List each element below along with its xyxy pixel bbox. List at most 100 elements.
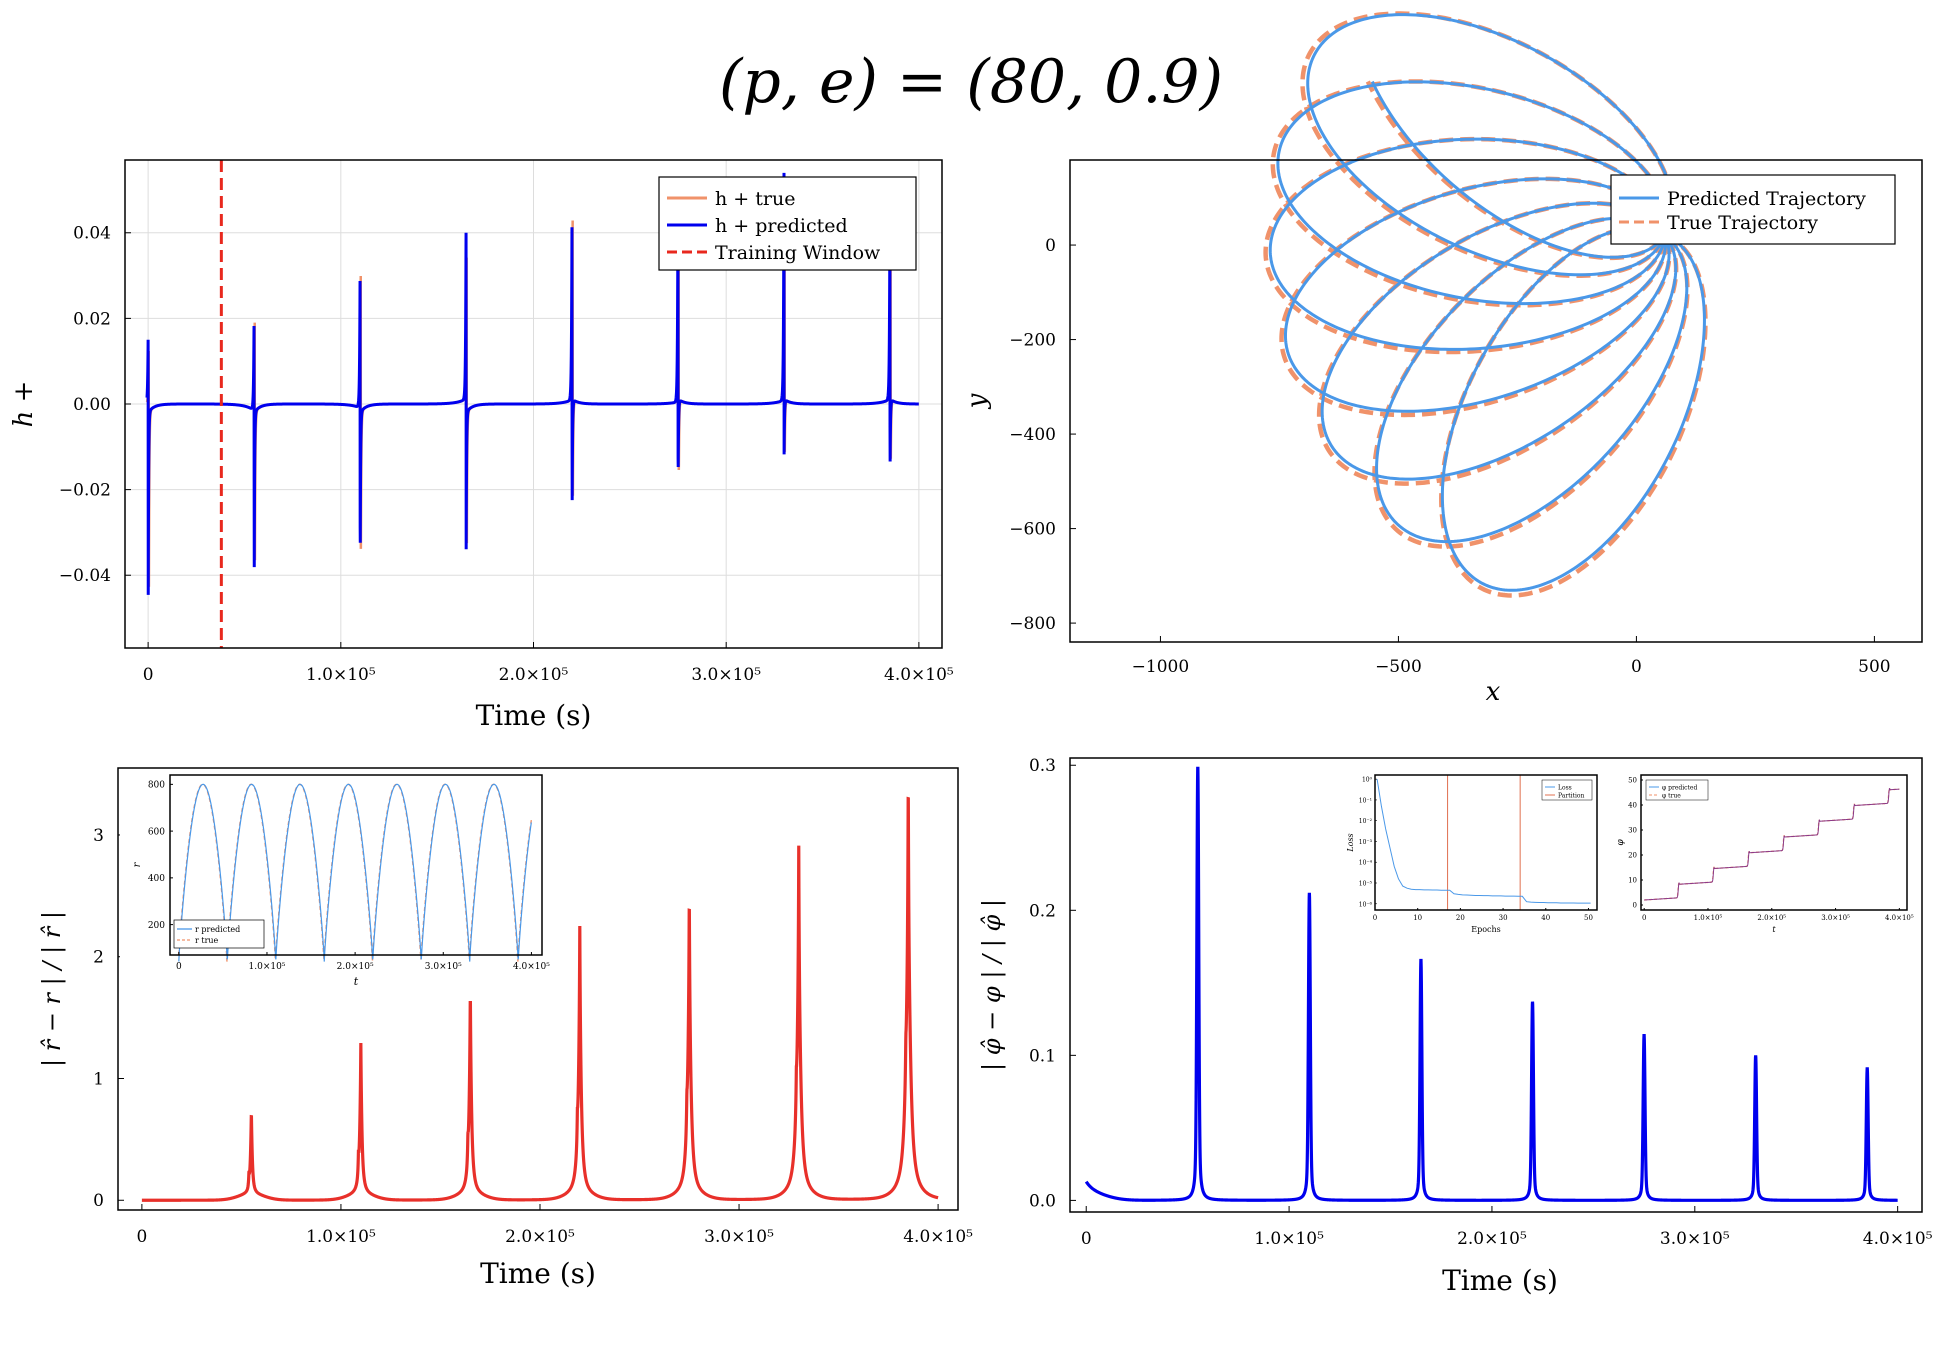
phi-error-xlabel: Time (s) (1442, 1264, 1558, 1297)
x-tick-label: 3.0×10⁵ (691, 665, 761, 685)
r-error-xlabel: Time (s) (480, 1257, 596, 1290)
x-tick-label: 4.0×10⁵ (903, 1227, 973, 1247)
trajectory-ylabel: y (962, 393, 992, 409)
x-tick-label: 0 (1373, 914, 1377, 922)
figure-title: (p, e) = (80, 0.9) (719, 47, 1223, 117)
r-inset-predicted-line (178, 783, 532, 962)
trajectory-legend-box (1610, 174, 1896, 245)
hplus-legend-label: Training Window (715, 242, 881, 264)
y-tick-label: 200 (148, 921, 165, 931)
phi-inset-xlabel: t (1772, 925, 1776, 934)
x-tick-label: 4.0×10⁵ (884, 665, 954, 685)
y-tick-label: 0.3 (1029, 756, 1056, 776)
x-tick-label: 1.0×10⁵ (249, 962, 286, 972)
trajectory-legend-label: True Trajectory (1667, 212, 1818, 234)
y-tick-label: −0.02 (59, 481, 111, 501)
y-tick-label: 600 (148, 827, 165, 837)
y-tick-label: 800 (148, 781, 165, 791)
x-tick-label: 0 (1642, 914, 1646, 922)
y-tick-label: 0.02 (73, 309, 111, 329)
x-tick-label: 0 (1631, 657, 1642, 677)
y-tick-label: 20 (1628, 851, 1637, 859)
y-tick-label: 0.0 (1029, 1191, 1056, 1211)
phi-legend-label: φ predicted (1662, 785, 1697, 792)
loss-line (1376, 779, 1591, 904)
r-error-ylabel: | r̂ − r | / | r̂ | (38, 911, 67, 1067)
x-tick-label: 4.0×10⁵ (513, 962, 550, 972)
r-inset-legend-label: r predicted (195, 925, 240, 934)
x-tick-label: 3.0×10⁵ (704, 1227, 774, 1247)
r-inset-background (120, 771, 554, 1001)
loss-ytick-label: 10⁻⁵ (1359, 881, 1373, 888)
trajectory-xlabel: x (1486, 677, 1501, 707)
hplus-predicted-line (145, 172, 919, 595)
r-inset-legend-label: r true (195, 936, 219, 945)
phi-error-axes-frame (1069, 757, 1923, 1213)
phi-inset-frame (1640, 774, 1908, 911)
x-tick-label: 2.0×10⁵ (337, 962, 374, 972)
trajectory-legend-label: Predicted Trajectory (1667, 188, 1866, 210)
x-tick-label: 50 (1584, 914, 1593, 922)
y-tick-label: −0.04 (59, 566, 111, 586)
r-inset-legend-box (173, 919, 265, 949)
hplus-panel: 0 1.0×10⁵ 2.0×10⁵ 3.0×10⁵ 4.0×10⁵ 0.04 0.02 0.0… (9, 159, 954, 732)
y-tick-label: −600 (1009, 520, 1056, 540)
phi-error-panel: 0 1.0×10⁵ 2.0×10⁵ 3.0×10⁵ 4.0×10⁵ 0.0 0.1 0.2 0.… (978, 756, 1933, 1297)
y-tick-label: −400 (1009, 425, 1056, 445)
y-tick-label: 400 (148, 874, 165, 884)
x-tick-label: 1.0×10⁵ (306, 665, 376, 685)
phi-error-ylabel: | φ̂ − φ | / | φ̂ | (978, 899, 1007, 1071)
x-tick-label: 0 (136, 1227, 147, 1247)
x-tick-label: 3.0×10⁵ (1821, 914, 1850, 922)
hplus-ylabel: h + (9, 381, 39, 428)
y-tick-label: 40 (1628, 801, 1637, 809)
x-tick-label: 4.0×10⁵ (1863, 1229, 1933, 1249)
y-tick-label: 0.04 (73, 224, 111, 244)
x-tick-label: 2.0×10⁵ (1457, 1229, 1527, 1249)
x-tick-label: −500 (1375, 657, 1422, 677)
loss-inset-ylabel: Loss (1346, 833, 1355, 852)
y-tick-label: −800 (1009, 614, 1056, 634)
x-tick-label: 0 (176, 962, 182, 972)
x-tick-label: 3.0×10⁵ (1660, 1229, 1730, 1249)
y-tick-label: 0 (1633, 901, 1637, 909)
phi-legend-box (1645, 779, 1709, 801)
hplus-legend-label: h + predicted (715, 215, 848, 237)
x-tick-label: 10 (1413, 914, 1422, 922)
x-tick-label: 3.0×10⁵ (425, 962, 462, 972)
r-error-axes-frame (117, 767, 959, 1211)
x-tick-label: 0 (143, 665, 154, 685)
phi-error-line (1084, 766, 1898, 1202)
y-tick-label: 2 (93, 948, 104, 968)
x-tick-label: 1.0×10⁵ (1694, 914, 1723, 922)
predicted-trajectory-line (1268, 13, 1706, 592)
y-tick-label: 0.2 (1029, 901, 1056, 921)
trajectory-panel: −1000 −500 0 500 0 −200 −400 −600 −800 x y Predicte… (962, 11, 1923, 707)
y-tick-label: 0.1 (1029, 1046, 1056, 1066)
x-tick-label: 1.0×10⁵ (306, 1227, 376, 1247)
x-tick-label: 40 (1541, 914, 1550, 922)
r-inset-ylabel: r (132, 861, 143, 867)
loss-ytick-label: 10⁰ (1362, 777, 1373, 784)
x-tick-label: 2.0×10⁵ (499, 665, 569, 685)
y-tick-label: 3 (93, 826, 104, 846)
y-tick-label: 30 (1628, 826, 1637, 834)
y-tick-label: −200 (1009, 331, 1056, 351)
hplus-xlabel: Time (s) (476, 699, 592, 732)
loss-legend-label: Loss (1558, 785, 1572, 792)
y-tick-label: 50 (1628, 776, 1637, 784)
y-tick-label: 0 (93, 1191, 104, 1211)
loss-ytick-label: 10⁻³ (1359, 839, 1373, 846)
y-tick-label: 0.00 (73, 395, 111, 415)
x-tick-label: 1.0×10⁵ (1254, 1229, 1324, 1249)
loss-inset-frame (1374, 774, 1598, 911)
x-tick-label: 0 (1081, 1229, 1092, 1249)
loss-inset-xlabel: Epochs (1471, 925, 1501, 934)
loss-ytick-label: 10⁻¹ (1359, 797, 1372, 804)
loss-ytick-label: 10⁻⁴ (1359, 860, 1373, 867)
x-tick-label: 500 (1858, 657, 1890, 677)
x-tick-label: 2.0×10⁵ (1757, 914, 1786, 922)
y-tick-label: 10 (1628, 876, 1637, 884)
x-tick-label: 30 (1499, 914, 1508, 922)
